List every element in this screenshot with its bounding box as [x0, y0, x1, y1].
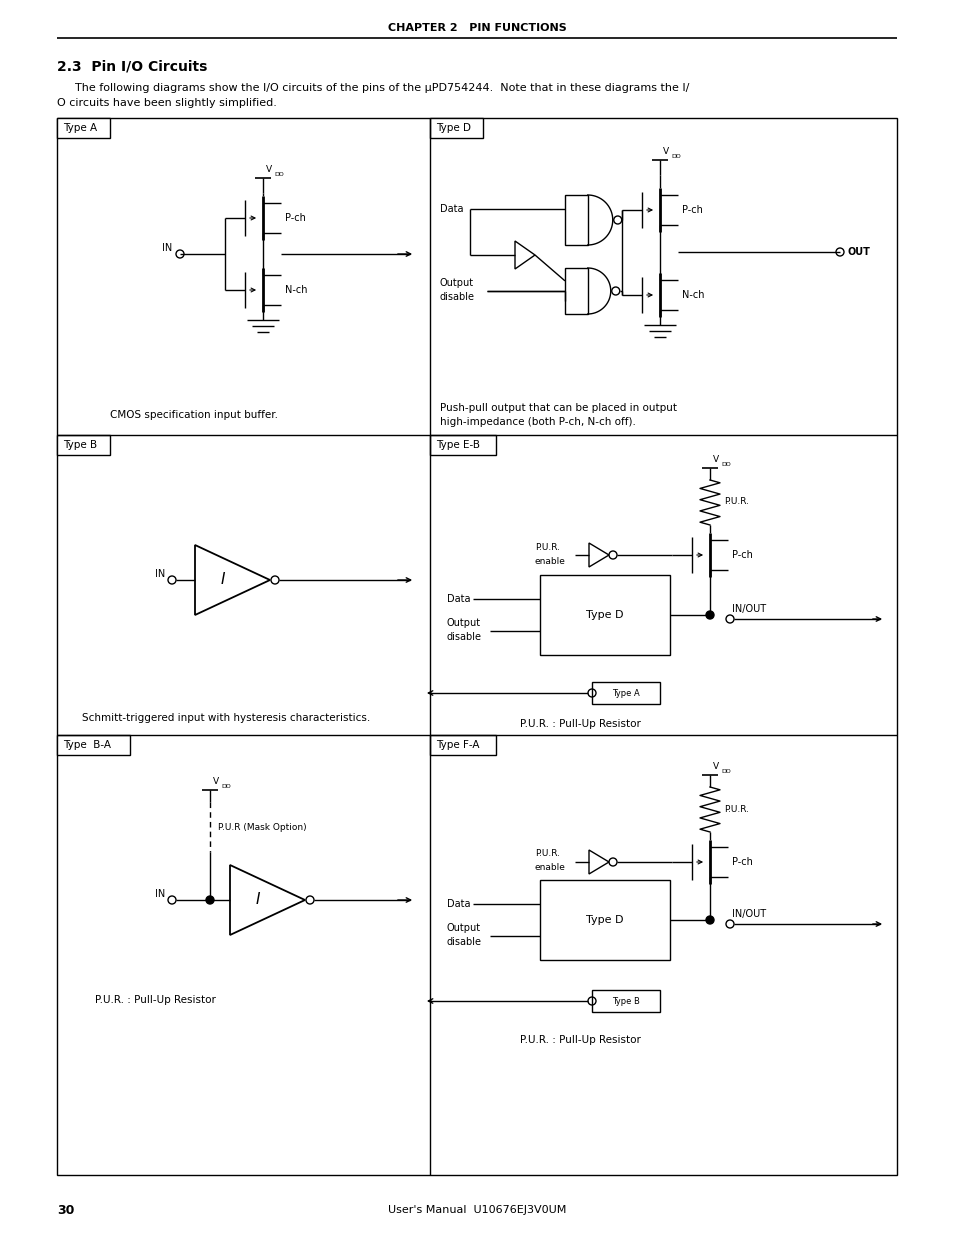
Text: enable: enable	[535, 557, 565, 566]
Text: P.U.R.: P.U.R.	[723, 498, 748, 506]
Text: V: V	[712, 454, 719, 464]
Text: DD: DD	[670, 154, 680, 159]
Text: Output: Output	[447, 618, 480, 629]
Bar	[539, 576, 669, 655]
Bar	[564, 268, 587, 314]
Text: DD: DD	[720, 462, 730, 467]
Circle shape	[206, 897, 213, 904]
Text: P-ch: P-ch	[731, 550, 752, 559]
Bar	[592, 682, 659, 704]
Text: Schmitt-triggered input with hysteresis characteristics.: Schmitt-triggered input with hysteresis …	[82, 713, 370, 722]
Text: V: V	[213, 777, 219, 785]
Bar	[430, 435, 496, 454]
Text: DD: DD	[221, 784, 231, 789]
Bar	[564, 195, 587, 245]
Text: IN/OUT: IN/OUT	[731, 604, 765, 614]
Text: P-ch: P-ch	[731, 857, 752, 867]
Text: N-ch: N-ch	[285, 285, 307, 295]
Text: Type A: Type A	[63, 124, 97, 133]
Text: P.U.R. : Pull-Up Resistor: P.U.R. : Pull-Up Resistor	[519, 719, 639, 729]
Bar	[430, 119, 482, 138]
Text: Type B: Type B	[63, 440, 97, 450]
Text: OUT: OUT	[847, 247, 870, 257]
Text: IN: IN	[154, 569, 165, 579]
Text: DD: DD	[720, 769, 730, 774]
Text: P.U.R.: P.U.R.	[535, 542, 559, 552]
Text: P-ch: P-ch	[285, 212, 306, 224]
Text: IN/OUT: IN/OUT	[731, 909, 765, 919]
Text: V: V	[266, 165, 272, 174]
Text: 2.3  Pin I/O Circuits: 2.3 Pin I/O Circuits	[57, 61, 207, 74]
Text: Type A: Type A	[612, 688, 639, 698]
Text: 30: 30	[57, 1203, 74, 1216]
Text: high-impedance (both P-ch, N-ch off).: high-impedance (both P-ch, N-ch off).	[439, 417, 636, 427]
Text: disable: disable	[447, 937, 481, 947]
Text: P-ch: P-ch	[681, 205, 702, 215]
Text: Type D: Type D	[436, 124, 471, 133]
Text: V: V	[662, 147, 668, 156]
Bar	[57, 119, 896, 1174]
Text: CMOS specification input buffer.: CMOS specification input buffer.	[110, 410, 277, 420]
Text: Type F-A: Type F-A	[436, 740, 479, 750]
Text: CHAPTER 2   PIN FUNCTIONS: CHAPTER 2 PIN FUNCTIONS	[387, 23, 566, 33]
Bar	[592, 990, 659, 1011]
Text: Data: Data	[447, 594, 470, 604]
Text: IN: IN	[154, 889, 165, 899]
Text: Type B: Type B	[612, 997, 639, 1005]
Bar	[57, 435, 110, 454]
Bar	[430, 735, 496, 755]
Text: Data: Data	[447, 899, 470, 909]
Text: P.U.R.: P.U.R.	[535, 850, 559, 858]
Bar	[57, 735, 130, 755]
Circle shape	[705, 916, 713, 924]
Text: P.U.R.: P.U.R.	[723, 804, 748, 814]
Text: I: I	[220, 573, 225, 588]
Bar	[539, 881, 669, 960]
Text: V: V	[712, 762, 719, 771]
Text: DD: DD	[274, 172, 283, 177]
Text: P.U.R. : Pull-Up Resistor: P.U.R. : Pull-Up Resistor	[519, 1035, 639, 1045]
Text: IN: IN	[162, 243, 172, 253]
Text: Type D: Type D	[586, 915, 623, 925]
Text: disable: disable	[447, 632, 481, 642]
Bar	[57, 119, 110, 138]
Text: O circuits have been slightly simplified.: O circuits have been slightly simplified…	[57, 98, 276, 107]
Text: User's Manual  U10676EJ3V0UM: User's Manual U10676EJ3V0UM	[388, 1205, 565, 1215]
Text: The following diagrams show the I/O circuits of the pins of the μPD754244.  Note: The following diagrams show the I/O circ…	[75, 83, 689, 93]
Text: Type  B-A: Type B-A	[63, 740, 111, 750]
Text: Push-pull output that can be placed in output: Push-pull output that can be placed in o…	[439, 403, 677, 412]
Text: Type D: Type D	[586, 610, 623, 620]
Circle shape	[705, 611, 713, 619]
Text: Output: Output	[447, 923, 480, 932]
Text: enable: enable	[535, 863, 565, 872]
Text: I: I	[255, 893, 260, 908]
Text: disable: disable	[439, 291, 475, 303]
Text: P.U.R. : Pull-Up Resistor: P.U.R. : Pull-Up Resistor	[94, 995, 215, 1005]
Text: N-ch: N-ch	[681, 290, 703, 300]
Text: Data: Data	[439, 204, 463, 214]
Text: P.U.R (Mask Option): P.U.R (Mask Option)	[218, 823, 306, 831]
Text: Output: Output	[439, 278, 474, 288]
Text: Type E-B: Type E-B	[436, 440, 479, 450]
